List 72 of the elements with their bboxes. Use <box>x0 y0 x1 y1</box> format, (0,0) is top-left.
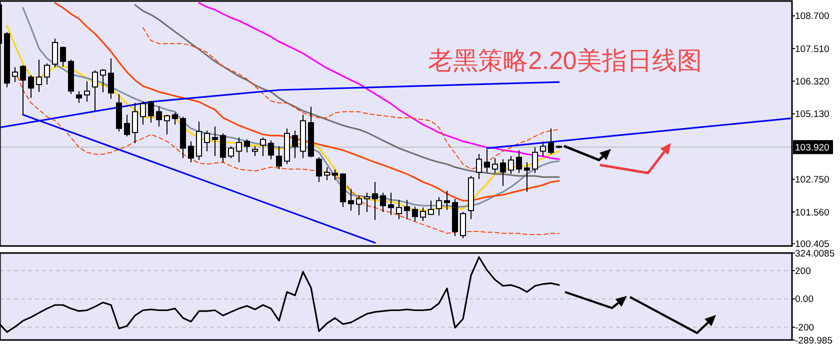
candlestick <box>380 192 386 212</box>
y-tick-label: 100.405 <box>795 238 830 250</box>
candlestick <box>420 207 426 222</box>
ref-line-label: 103.920 <box>795 142 830 154</box>
candlestick <box>484 148 490 173</box>
candlestick <box>140 101 146 126</box>
y-tick-label: 200 <box>795 266 811 277</box>
candlestick <box>436 196 442 216</box>
candlestick <box>276 146 282 170</box>
candlestick <box>28 74 34 98</box>
candlestick <box>36 59 42 92</box>
y-tick-label: 101.560 <box>795 207 830 218</box>
candlestick <box>172 112 178 126</box>
candlestick <box>164 114 170 135</box>
candlestick <box>212 126 218 157</box>
candlestick <box>364 192 370 212</box>
candlestick <box>372 182 378 220</box>
candlestick <box>348 188 354 212</box>
candlestick <box>156 106 162 128</box>
candlestick <box>404 199 410 220</box>
y-tick-label: 107.510 <box>795 44 830 55</box>
candlestick <box>44 62 50 85</box>
candlestick <box>428 200 434 216</box>
candlestick <box>260 137 266 157</box>
candlestick <box>52 38 58 68</box>
candlestick <box>20 64 26 116</box>
y-tick-label: 106.320 <box>795 76 830 88</box>
candlestick <box>108 58 114 100</box>
candlestick <box>540 140 546 157</box>
candlestick <box>148 100 154 124</box>
y-tick-label: 0.00 <box>795 294 814 306</box>
candlestick <box>324 166 330 181</box>
candlestick <box>188 140 194 163</box>
y-tick-label: 102.750 <box>795 174 830 186</box>
candlestick <box>268 140 274 160</box>
candlestick <box>204 130 210 152</box>
candlestick <box>252 146 258 157</box>
candlestick <box>244 138 250 153</box>
candlestick <box>412 206 418 222</box>
candlestick <box>84 80 90 102</box>
candlestick <box>460 211 466 239</box>
candlestick <box>444 190 450 211</box>
candlestick <box>476 153 482 180</box>
candlestick <box>12 66 18 83</box>
candlestick <box>388 192 394 216</box>
candlestick <box>292 130 298 159</box>
text: 老黑策略2.20美指日线图 <box>428 47 702 75</box>
candlestick <box>492 158 498 174</box>
candlestick <box>316 156 322 183</box>
candlestick <box>356 195 362 216</box>
candlestick <box>92 70 98 112</box>
y-tick-label: 105.130 <box>795 109 830 120</box>
candlestick <box>500 158 506 186</box>
candlestick <box>124 114 130 137</box>
candlestick <box>60 46 66 68</box>
candlestick <box>132 102 138 144</box>
candlestick <box>228 146 234 159</box>
candlestick <box>100 68 106 93</box>
candlestick <box>508 156 514 175</box>
candlestick <box>236 137 242 163</box>
candlestick <box>532 146 538 174</box>
candlestick <box>524 162 530 192</box>
candlestick <box>332 169 338 181</box>
candlestick <box>396 199 402 220</box>
y-tick-label: -200 <box>795 322 814 334</box>
y-tick-label: 324.0085 <box>795 248 835 260</box>
candlestick <box>76 90 82 104</box>
candlestick <box>516 150 522 174</box>
candlestick <box>220 132 226 163</box>
y-tick-label: 108.700 <box>795 11 830 22</box>
y-tick-label: -289.985 <box>795 335 833 346</box>
candlestick <box>548 128 554 155</box>
